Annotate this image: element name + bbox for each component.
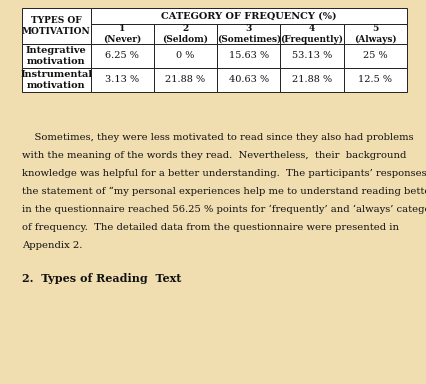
Bar — [343, 24, 406, 44]
Text: 15.63 %: 15.63 % — [228, 51, 268, 61]
Text: 40.63 %: 40.63 % — [228, 76, 268, 84]
Bar — [280, 24, 343, 44]
Bar — [153, 68, 216, 92]
Bar — [153, 24, 216, 44]
Bar — [90, 68, 153, 92]
Bar — [280, 68, 343, 92]
Text: 4
(Frequently): 4 (Frequently) — [280, 24, 343, 44]
Bar — [90, 24, 153, 44]
Text: 0 %: 0 % — [176, 51, 194, 61]
Bar — [153, 44, 216, 68]
Text: 12.5 %: 12.5 % — [357, 76, 391, 84]
Text: 5
(Always): 5 (Always) — [353, 24, 396, 44]
Bar — [90, 44, 153, 68]
Text: in the questionnaire reached 56.25 % points for ‘frequently’ and ‘always’ catego: in the questionnaire reached 56.25 % poi… — [22, 205, 426, 214]
Text: knowledge was helpful for a better understanding.  The participants’ responses t: knowledge was helpful for a better under… — [22, 169, 426, 178]
Bar — [216, 44, 280, 68]
Text: the statement of “my personal experiences help me to understand reading better”: the statement of “my personal experience… — [22, 187, 426, 196]
Bar — [280, 44, 343, 68]
Text: Integrative
motivation: Integrative motivation — [26, 46, 86, 66]
Bar — [216, 68, 280, 92]
Text: 25 %: 25 % — [362, 51, 387, 61]
Text: 1
(Never): 1 (Never) — [103, 24, 141, 44]
Text: 6.25 %: 6.25 % — [105, 51, 139, 61]
Text: Sometimes, they were less motivated to read since they also had problems: Sometimes, they were less motivated to r… — [22, 133, 413, 142]
Text: 21.88 %: 21.88 % — [291, 76, 331, 84]
Text: 3.13 %: 3.13 % — [105, 76, 139, 84]
Text: 2.  Types of Reading  Text: 2. Types of Reading Text — [22, 273, 181, 284]
Text: of frequency.  The detailed data from the questionnaire were presented in: of frequency. The detailed data from the… — [22, 223, 398, 232]
Text: Appendix 2.: Appendix 2. — [22, 241, 82, 250]
Text: 53.13 %: 53.13 % — [291, 51, 331, 61]
Text: 21.88 %: 21.88 % — [165, 76, 205, 84]
Text: CATEGORY OF FREQUENCY (%): CATEGORY OF FREQUENCY (%) — [161, 12, 336, 20]
Bar — [343, 44, 406, 68]
Text: with the meaning of the words they read.  Nevertheless,  their  background: with the meaning of the words they read.… — [22, 151, 406, 160]
Bar — [343, 68, 406, 92]
Bar — [216, 24, 280, 44]
Text: TYPES OF
MOTIVATION: TYPES OF MOTIVATION — [22, 16, 90, 36]
Bar — [22, 8, 90, 44]
Bar — [22, 44, 90, 68]
Text: 2
(Seldom): 2 (Seldom) — [162, 24, 208, 44]
Bar — [90, 8, 406, 24]
Text: 3
(Sometimes): 3 (Sometimes) — [216, 24, 280, 44]
Text: Instrumental
motivation: Instrumental motivation — [20, 70, 92, 90]
Bar — [22, 68, 90, 92]
